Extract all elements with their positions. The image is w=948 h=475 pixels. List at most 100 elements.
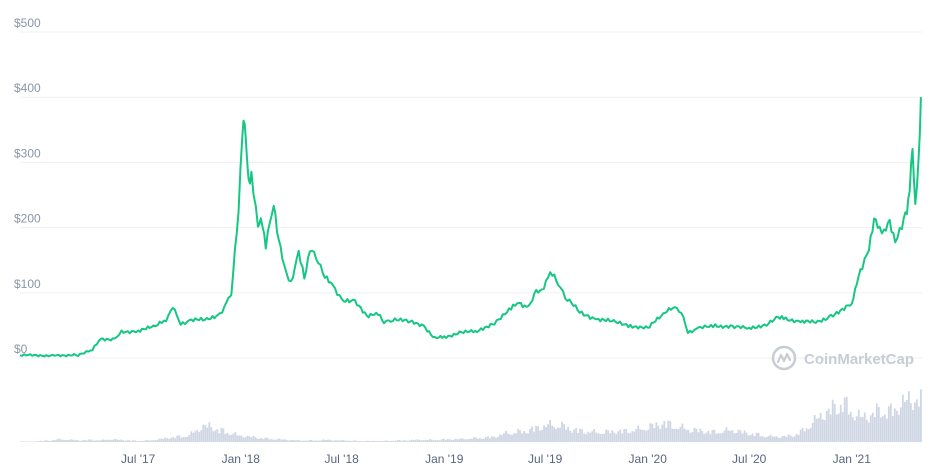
volume-bar — [238, 435, 241, 442]
volume-bar — [44, 440, 46, 442]
volume-bar — [869, 415, 872, 442]
volume-bar — [192, 432, 195, 442]
volume-bar — [460, 438, 463, 442]
volume-bar — [533, 431, 535, 442]
volume-bar — [811, 422, 814, 442]
volume-bar — [328, 439, 331, 442]
volume-bar — [689, 432, 692, 442]
volume-bar — [793, 436, 796, 442]
volume-bar — [166, 438, 169, 442]
volume-bar — [777, 437, 780, 442]
volume-bar — [577, 432, 580, 442]
volume-bar — [545, 427, 547, 442]
volume-bar — [783, 435, 786, 442]
volume-bar — [547, 424, 549, 442]
volume-bar — [737, 429, 740, 442]
volume-bar — [202, 424, 205, 442]
volume-bar — [895, 410, 898, 442]
coinmarketcap-watermark: CoinMarketCap — [771, 345, 914, 371]
y-axis: $500 $400 $300 $200 $100 $0 — [14, 16, 41, 356]
volume-bar — [727, 430, 730, 442]
volume-bar — [753, 436, 756, 442]
volume-bar — [56, 439, 58, 442]
volume-bar — [521, 433, 523, 442]
volume-bar — [184, 436, 187, 442]
volume-bar — [771, 436, 774, 442]
volume-bar — [394, 440, 397, 442]
volume-bar — [364, 440, 367, 442]
x-tick-label: Jul '18 — [325, 452, 360, 466]
volume-bar — [585, 434, 588, 442]
volume-bar — [613, 432, 616, 442]
volume-bar — [228, 434, 231, 442]
volume-bar — [52, 440, 54, 442]
volume-bar — [246, 435, 249, 442]
volume-bar — [260, 438, 263, 442]
volume-bar — [162, 438, 165, 442]
volume-bar — [356, 441, 359, 442]
volume-bar — [573, 429, 576, 442]
volume-bar — [491, 436, 493, 442]
volume-bar — [386, 440, 389, 442]
volume-bar — [20, 441, 22, 442]
volume-bar — [707, 430, 710, 442]
volume-bar — [80, 440, 82, 442]
volume-bar — [400, 440, 403, 442]
volume-bar — [388, 441, 391, 442]
volume-bar — [881, 416, 884, 442]
volume-bar — [144, 440, 147, 442]
volume-bar — [212, 431, 215, 442]
volume-bar — [477, 438, 479, 442]
volume-bar — [831, 399, 834, 442]
volume-bar — [208, 422, 211, 442]
volume-bar — [222, 428, 225, 442]
volume-bar — [436, 440, 439, 442]
volume-bar — [721, 432, 724, 442]
volume-bar — [605, 429, 608, 442]
volume-bar — [346, 440, 349, 442]
volume-bar — [422, 440, 425, 442]
volume-bar — [749, 434, 752, 442]
volume-bar — [172, 436, 175, 442]
volume-bar — [481, 438, 483, 442]
volume-bar — [130, 440, 133, 442]
volume-bar — [266, 437, 269, 442]
volume-bar — [877, 407, 880, 442]
volume-bar — [725, 427, 728, 442]
volume-bar — [787, 434, 790, 442]
volume-bar — [374, 441, 377, 442]
volume-bar — [667, 420, 670, 442]
volume-bar — [591, 431, 594, 442]
volume-bar — [376, 441, 379, 442]
volume-bar — [274, 439, 277, 442]
volume-bar — [543, 425, 545, 442]
volume-bar — [763, 437, 766, 442]
volume-bar — [390, 440, 393, 442]
volume-bar — [158, 438, 161, 442]
volume-bar — [507, 433, 509, 442]
volume-bar — [817, 417, 820, 442]
volume-bar — [913, 402, 916, 442]
volume-bar — [571, 432, 574, 442]
volume-bar — [372, 440, 375, 442]
volume-bar — [743, 430, 746, 442]
volume-bar — [701, 431, 704, 442]
volume-bar — [398, 439, 401, 442]
volume-bar — [182, 437, 185, 442]
volume-bar — [366, 440, 369, 442]
volume-bar — [885, 418, 888, 442]
volume-bar — [118, 440, 121, 442]
x-tick-label: Jan '18 — [222, 452, 261, 466]
volume-bar — [438, 440, 441, 442]
volume-bar — [889, 403, 892, 442]
volume-bar — [747, 435, 750, 442]
volume-bar — [382, 441, 385, 442]
volume-bar — [569, 430, 572, 442]
volume-bar — [505, 430, 507, 442]
volume-bar — [845, 396, 848, 442]
volume-bar — [557, 427, 559, 442]
volume-bar — [304, 440, 307, 442]
volume-bar — [655, 422, 658, 442]
volume-bar — [641, 429, 644, 442]
volume-bar — [280, 439, 283, 442]
